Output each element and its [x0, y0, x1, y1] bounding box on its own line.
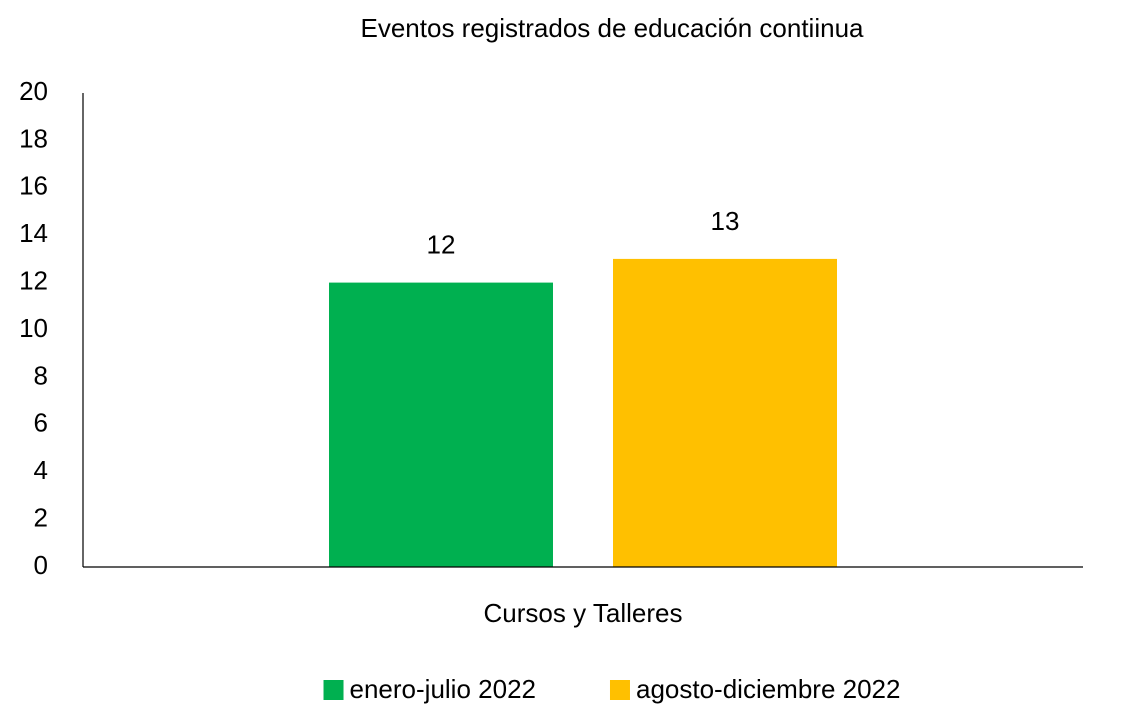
- legend-label: enero-julio 2022: [350, 674, 536, 704]
- y-tick-label: 10: [19, 313, 48, 343]
- y-tick-label: 4: [34, 455, 48, 485]
- y-tick-label: 12: [19, 265, 48, 295]
- y-tick-label: 6: [34, 408, 48, 438]
- bar: [329, 282, 553, 567]
- legend-swatch: [323, 680, 344, 700]
- y-tick-label: 8: [34, 360, 48, 390]
- bar: [613, 258, 837, 567]
- legend-swatch: [609, 680, 630, 700]
- legend-label: agosto-diciembre 2022: [636, 674, 901, 704]
- chart-title: Eventos registrados de educación contiin…: [361, 13, 865, 43]
- y-tick-label: 20: [19, 76, 48, 106]
- y-tick-label: 14: [19, 218, 48, 248]
- x-tick-label: Cursos y Talleres: [484, 598, 683, 628]
- y-tick-label: 2: [34, 502, 48, 532]
- y-tick-label: 0: [34, 550, 48, 580]
- data-label: 13: [711, 206, 740, 236]
- y-tick-label: 16: [19, 171, 48, 201]
- y-tick-label: 18: [19, 123, 48, 153]
- data-label: 12: [427, 229, 456, 259]
